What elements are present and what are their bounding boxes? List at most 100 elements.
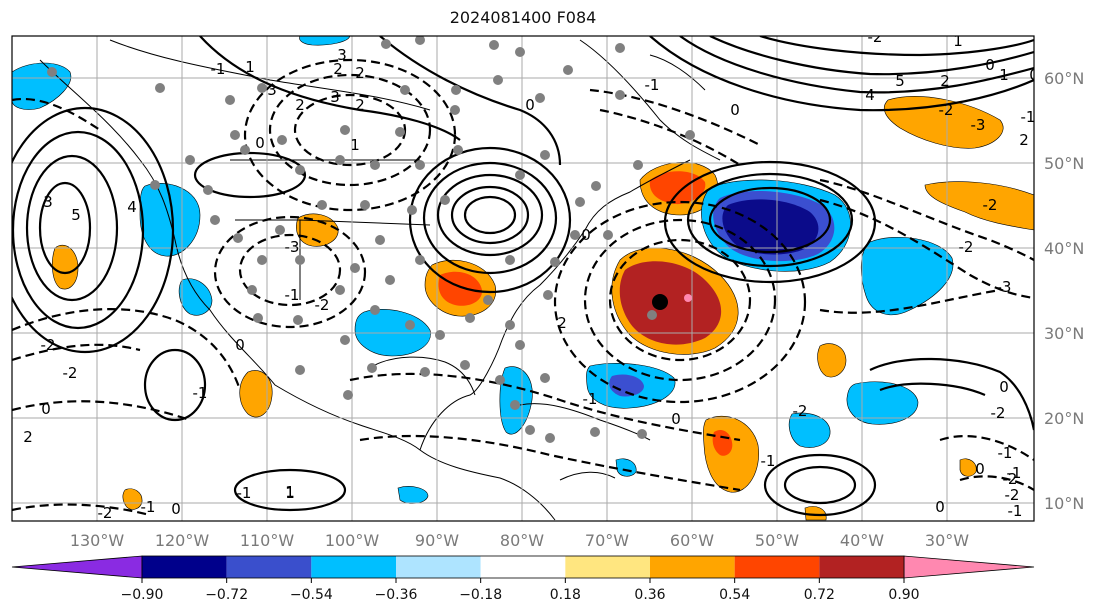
colorbar-tick-label: −0.72 [205, 587, 248, 603]
colorbar-cell [650, 556, 735, 578]
colorbar-tick-label: 0.72 [804, 587, 835, 603]
contour-label: 1 [350, 136, 360, 154]
coastlines [39, 39, 721, 521]
longitude-labels: 130°W 120°W 110°W 100°W 90°W 80°W 70°W 60°W 50°W… [70, 531, 969, 550]
contour-label: -1 [645, 76, 660, 94]
contour-label: 1 [285, 484, 295, 502]
longitude-label: 80°W [500, 531, 544, 550]
map-border [11, 35, 1035, 522]
contour-label: -2 [63, 364, 78, 382]
contour-label: 0 [255, 134, 265, 152]
longitude-label: 110°W [240, 531, 295, 550]
anomaly-positive [649, 171, 706, 205]
positive-contours [12, 36, 1034, 517]
latitude-label: 10°N [1044, 494, 1084, 513]
latitude-label: 60°N [1044, 69, 1084, 88]
colorbar-arrow-low [11, 555, 143, 579]
colorbar-arrow-high [903, 555, 1035, 579]
contour-label: 0 [985, 56, 995, 74]
colorbar-cell [480, 556, 566, 578]
contour-label: -1 [141, 498, 156, 516]
contour-label: 1 [245, 58, 255, 76]
colorbar-cell [565, 556, 650, 578]
colorbar-tick-label: −0.54 [290, 587, 333, 603]
colorbar-cell [311, 556, 396, 578]
storm-center-marker [652, 294, 668, 310]
contour-label: -1 [211, 60, 226, 78]
contour-label: -1 [237, 484, 252, 502]
colorbar-tick-label: 0.18 [550, 587, 581, 603]
contour-label: 0 [581, 226, 591, 244]
anomaly-positive [438, 271, 483, 306]
contour-label: -2 [868, 28, 883, 46]
contour-label: 0 [935, 498, 945, 516]
anomaly-negative [860, 236, 954, 316]
contour-label: -1 [193, 384, 208, 402]
colorbar-tick-label: 0.36 [634, 587, 665, 603]
graticule [12, 36, 1034, 521]
contour-label: -1 [1021, 108, 1036, 126]
contour-label: -2 [959, 238, 974, 256]
map-title: 2024081400 F084 [449, 8, 597, 27]
anomaly-negative [299, 36, 351, 46]
colorbar: −0.90 −0.72 −0.54 −0.36 −0.18 0.18 0.36 0.54 0.7… [11, 555, 1035, 603]
contour-label: 0 [41, 400, 51, 418]
latitude-label: 40°N [1044, 239, 1084, 258]
contour-label: 0 [730, 101, 740, 119]
contour-label: -2 [315, 296, 330, 314]
anomaly-negative [788, 412, 831, 448]
colorbar-tick-label: −0.36 [375, 587, 418, 603]
contour-label: 0 [975, 460, 985, 478]
longitude-label: 130°W [70, 531, 125, 550]
contour-label: 1 [999, 66, 1009, 84]
anomaly-positive [959, 458, 977, 477]
contour-label: -2 [41, 336, 56, 354]
contour-label: 0 [171, 500, 181, 518]
contour-label: 2 [1019, 131, 1029, 149]
anomaly-negative [609, 374, 644, 397]
contour-label: -2 [991, 404, 1006, 422]
colorbar-tick-label: 0.54 [719, 587, 750, 603]
contour-label: 3 [43, 193, 53, 211]
contour-label: 3 [267, 81, 277, 99]
contour-label: -3 [971, 116, 986, 134]
colorbar-cell [142, 556, 227, 578]
anomaly-positive [122, 488, 143, 510]
contour-label: -1 [998, 444, 1013, 462]
colorbar-tick-label: −0.90 [121, 587, 164, 603]
contour-label: 4 [865, 86, 875, 104]
latitude-labels: 60°N 50°N 40°N 30°N 20°N 10°N [1044, 69, 1084, 513]
contour-label: 1 [953, 32, 963, 50]
contour-label: -2 [793, 402, 808, 420]
contour-label: 0 [525, 96, 535, 114]
longitude-label: 30°W [925, 531, 969, 550]
anomaly-positive [817, 343, 847, 378]
contour-label: -2 [939, 101, 954, 119]
longitude-label: 70°W [585, 531, 629, 550]
contour-label: -2 [1003, 470, 1018, 488]
longitude-label: 100°W [325, 531, 380, 550]
contour-label: 3 [330, 88, 340, 106]
contour-label: 0 [671, 410, 681, 428]
negative-contours [12, 58, 1034, 517]
longitude-label: 40°W [840, 531, 884, 550]
contour-label: -2 [983, 196, 998, 214]
longitude-label: 60°W [670, 531, 714, 550]
colorbar-cell [226, 556, 312, 578]
contour-label: -1 [583, 390, 598, 408]
extreme-marker [684, 294, 692, 302]
anomaly-negative [722, 199, 819, 255]
contour-label: 0 [235, 336, 245, 354]
contour-label: 2 [23, 428, 33, 446]
anomaly-negative [846, 381, 919, 425]
contour-label: 4 [127, 198, 137, 216]
contour-label: 2 [333, 60, 343, 78]
contour-label: -1 [1007, 464, 1022, 482]
anomaly-positive [619, 261, 722, 345]
contour-label: -3 [285, 238, 300, 256]
longitude-label: 90°W [415, 531, 459, 550]
latitude-label: 50°N [1044, 154, 1084, 173]
